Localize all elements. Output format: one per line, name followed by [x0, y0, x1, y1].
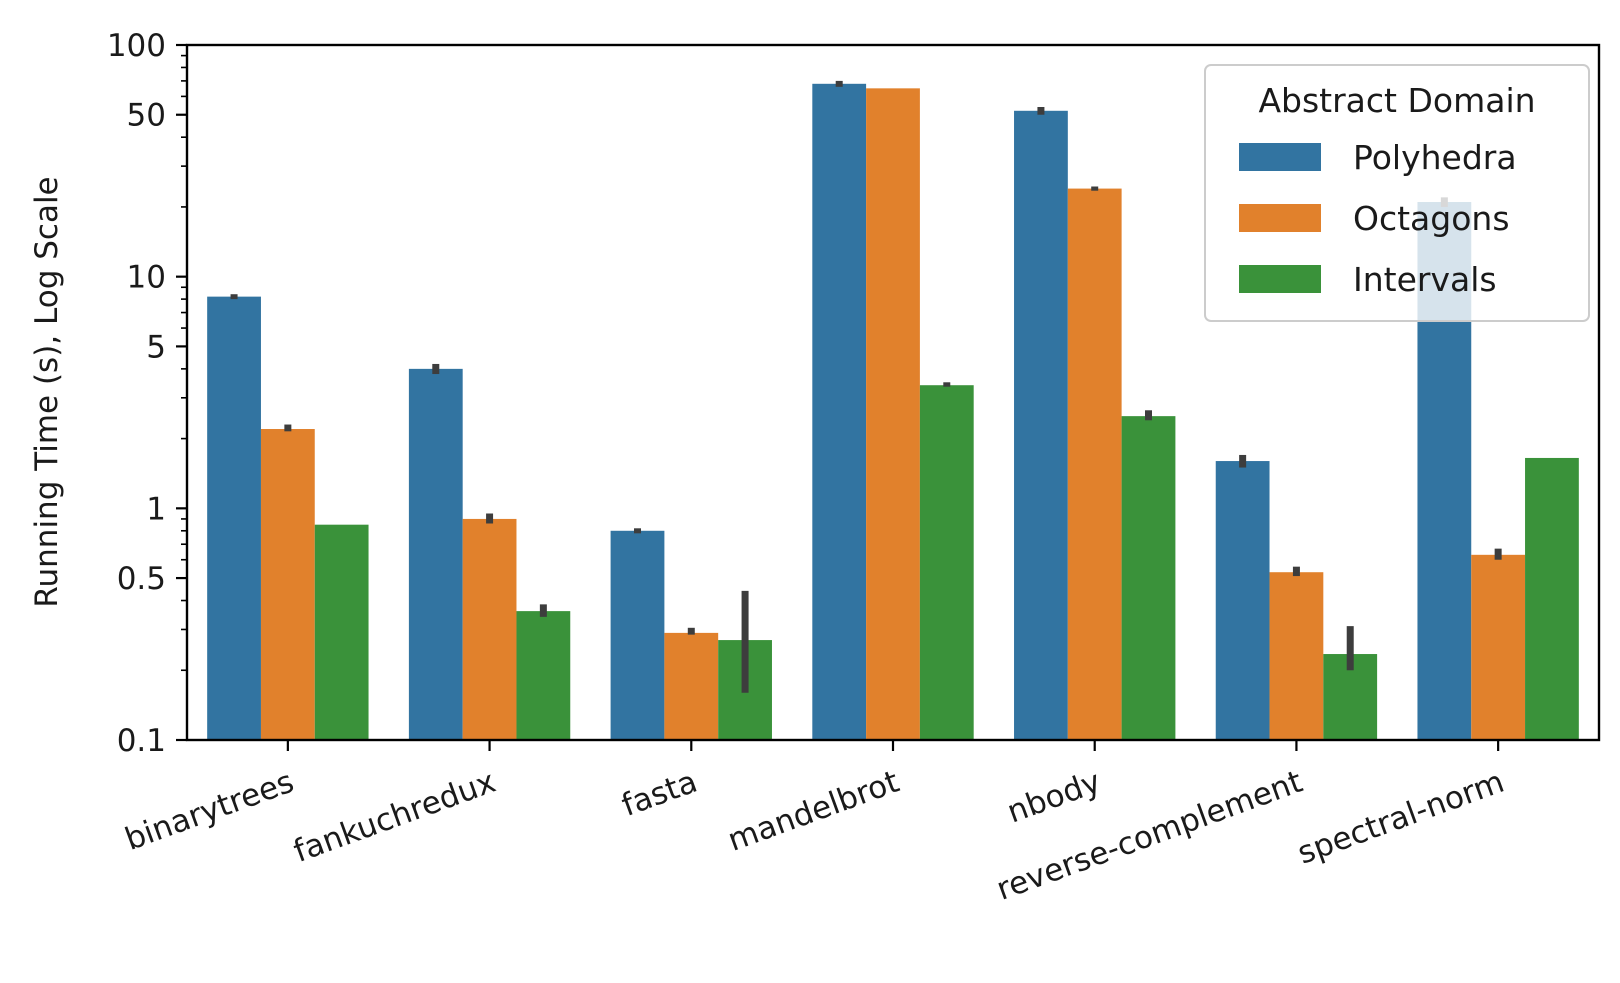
bar-polyhedra-reverse-complement [1215, 461, 1270, 740]
x-tick-label-nbody: nbody [1003, 764, 1106, 831]
bar-intervals-fankuchredux [516, 611, 571, 740]
legend-label-octagons: Octagons [1353, 199, 1510, 238]
bar-intervals-nbody [1121, 416, 1176, 740]
bar-octagons-spectral-norm [1471, 554, 1526, 740]
error-bars-layer [230, 80, 1502, 693]
bar-polyhedra-fasta [610, 530, 665, 740]
x-tick-label-binarytrees: binarytrees [120, 764, 298, 858]
x-tick-label-fasta: fasta [617, 764, 702, 824]
bars-layer [207, 83, 1579, 741]
bar-polyhedra-mandelbrot [812, 83, 867, 741]
legend-swatch-intervals [1239, 265, 1321, 293]
y-tick-label: 100 [107, 28, 166, 64]
bar-octagons-binarytrees [260, 429, 315, 740]
bar-octagons-fasta [664, 632, 719, 740]
y-tick-label: 1 [146, 491, 166, 527]
bar-octagons-nbody [1067, 188, 1122, 740]
legend-label-polyhedra: Polyhedra [1353, 138, 1517, 177]
legend-swatch-polyhedra [1239, 143, 1321, 171]
bar-polyhedra-fankuchredux [408, 368, 463, 740]
bar-polyhedra-binarytrees [207, 296, 261, 740]
bar-octagons-fankuchredux [462, 518, 517, 740]
y-tick-label: 0.5 [117, 561, 166, 597]
legend-swatch-octagons [1239, 204, 1321, 232]
y-tick-label: 0.1 [117, 723, 166, 759]
y-tick-label: 10 [127, 260, 166, 296]
bar-octagons-reverse-complement [1269, 572, 1324, 740]
x-tick-label-spectral-norm: spectral-norm [1293, 764, 1509, 872]
bar-intervals-mandelbrot [919, 385, 974, 740]
y-tick-label: 5 [146, 329, 166, 365]
bar-intervals-binarytrees [314, 524, 369, 740]
bar-polyhedra-nbody [1014, 110, 1068, 741]
legend-title: Abstract Domain [1258, 81, 1535, 120]
x-tick-label-mandelbrot: mandelbrot [723, 764, 904, 859]
x-tick-label-fankuchredux: fankuchredux [289, 764, 500, 870]
legend-box [1204, 64, 1590, 322]
y-axis-title: Running Time (s), Log Scale [29, 176, 65, 607]
y-axis: 100 50 10 5 1 0.5 0.1 [107, 28, 187, 759]
bar-intervals-spectral-norm [1525, 457, 1579, 740]
legend-label-intervals: Intervals [1353, 260, 1497, 299]
bar-octagons-mandelbrot [866, 88, 920, 741]
y-tick-label: 50 [127, 98, 166, 134]
legend: Abstract Domain Polyhedra Octagons Interval… [1204, 64, 1590, 322]
